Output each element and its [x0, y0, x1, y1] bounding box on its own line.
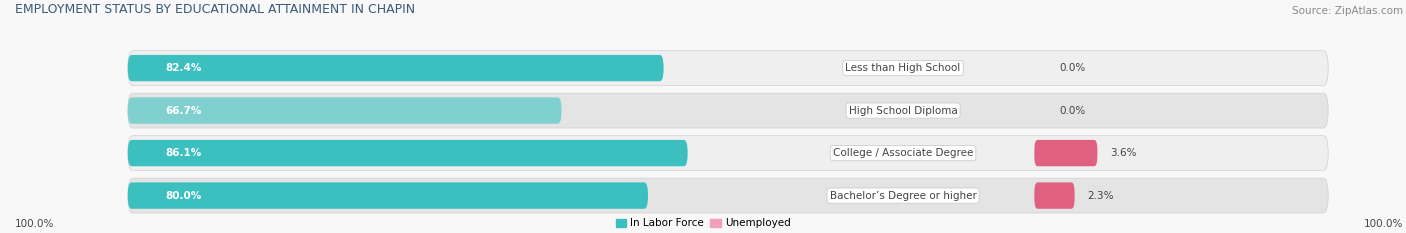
Text: College / Associate Degree: College / Associate Degree — [832, 148, 973, 158]
FancyBboxPatch shape — [128, 140, 688, 166]
FancyBboxPatch shape — [1035, 182, 1074, 209]
FancyBboxPatch shape — [128, 55, 664, 81]
Text: Source: ZipAtlas.com: Source: ZipAtlas.com — [1292, 6, 1403, 16]
Text: 100.0%: 100.0% — [15, 219, 55, 229]
Text: 86.1%: 86.1% — [166, 148, 201, 158]
Legend: In Labor Force, Unemployed: In Labor Force, Unemployed — [612, 214, 794, 233]
FancyBboxPatch shape — [1035, 140, 1097, 166]
Text: 2.3%: 2.3% — [1087, 191, 1114, 201]
FancyBboxPatch shape — [128, 178, 1329, 213]
Text: 0.0%: 0.0% — [1059, 63, 1085, 73]
Text: 66.7%: 66.7% — [166, 106, 201, 116]
Text: EMPLOYMENT STATUS BY EDUCATIONAL ATTAINMENT IN CHAPIN: EMPLOYMENT STATUS BY EDUCATIONAL ATTAINM… — [15, 3, 415, 16]
Text: 80.0%: 80.0% — [166, 191, 201, 201]
Text: 100.0%: 100.0% — [1364, 219, 1403, 229]
Text: Less than High School: Less than High School — [845, 63, 960, 73]
Text: 82.4%: 82.4% — [166, 63, 201, 73]
FancyBboxPatch shape — [128, 97, 561, 124]
FancyBboxPatch shape — [128, 136, 1329, 171]
FancyBboxPatch shape — [128, 51, 1329, 86]
Text: 0.0%: 0.0% — [1059, 106, 1085, 116]
Text: High School Diploma: High School Diploma — [849, 106, 957, 116]
Text: Bachelor’s Degree or higher: Bachelor’s Degree or higher — [830, 191, 977, 201]
Text: 3.6%: 3.6% — [1109, 148, 1136, 158]
FancyBboxPatch shape — [128, 182, 648, 209]
FancyBboxPatch shape — [128, 93, 1329, 128]
